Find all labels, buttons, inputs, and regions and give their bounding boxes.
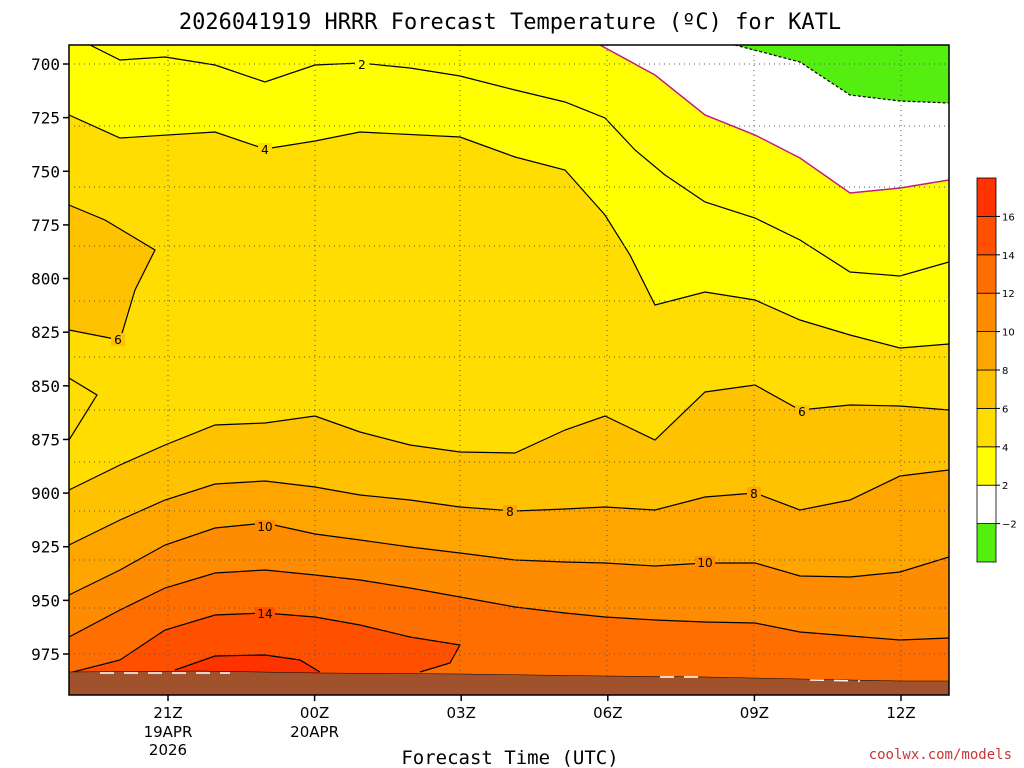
x-tick-date: 20APR <box>290 723 339 741</box>
contour-label-10-b: 10 <box>697 556 712 570</box>
colorbar-label: 4 <box>1002 443 1008 454</box>
contour-label-2: 2 <box>358 58 366 72</box>
grid-lines <box>69 45 949 695</box>
contour-label-10-a: 10 <box>257 520 272 534</box>
contour-line-4 <box>69 114 949 349</box>
x-tick-label: 21Z <box>153 704 182 722</box>
contour-line-minus2 <box>734 45 949 104</box>
colorbar-label: 10 <box>1002 328 1015 339</box>
contour-label-8-b: 8 <box>750 487 758 501</box>
colorbar-label: 8 <box>1002 366 1008 377</box>
ground-highlight <box>100 672 861 682</box>
credit-text: coolwx.com/models <box>869 747 1012 763</box>
contour-label-6: 6 <box>798 405 806 419</box>
plot-area <box>69 45 949 695</box>
x-tick-label: 00Z <box>300 704 329 722</box>
colorbar-label: 2 <box>1002 481 1008 492</box>
y-tick-label: 925 <box>31 538 60 557</box>
x-tick-label: 12Z <box>886 704 915 722</box>
band-6-8-left <box>69 205 155 340</box>
y-tick-label: 775 <box>31 216 60 235</box>
colorbar-swatch <box>976 484 997 525</box>
colorbar-swatch <box>976 446 997 486</box>
y-tick-label: 900 <box>31 484 60 503</box>
y-tick-label: 700 <box>31 55 60 74</box>
colorbar-label: 6 <box>1002 404 1008 415</box>
y-axis: 700 725 750 775 800 825 850 875 900 925 950 975 <box>31 55 69 664</box>
contour-line-12 <box>69 569 949 641</box>
y-tick-label: 875 <box>31 430 60 449</box>
colorbar-label: −2 <box>1002 520 1017 531</box>
x-tick-label: 06Z <box>593 704 622 722</box>
colorbar-label: 14 <box>1002 251 1015 262</box>
colorbar-label: 16 <box>1002 212 1015 223</box>
colorbar-swatch <box>976 369 997 409</box>
y-tick-label: 825 <box>31 323 60 342</box>
x-tick-label: 09Z <box>740 704 769 722</box>
x-tick-date: 19APR <box>144 723 193 741</box>
colorbar-swatch <box>976 177 997 217</box>
plot-frame <box>68 44 950 696</box>
colorbar-label: 12 <box>1002 289 1015 300</box>
contour-label-14: 14 <box>257 607 272 621</box>
ground-surface <box>69 670 949 695</box>
contour-line-2 <box>89 45 949 277</box>
contour-line-16 <box>174 654 321 673</box>
y-tick-label: 975 <box>31 645 60 664</box>
colorbar-swatch <box>976 331 997 371</box>
colorbar-swatch <box>976 292 997 333</box>
x-tick-label: 03Z <box>447 704 476 722</box>
freezing-lines <box>599 45 949 194</box>
contour-line-6-small <box>69 377 98 441</box>
colorbar-swatch <box>976 523 997 563</box>
y-tick-label: 950 <box>31 591 60 610</box>
contour-label-4: 4 <box>261 143 269 157</box>
colorbar: −2 2 4 6 8 10 12 14 16 <box>976 177 1017 563</box>
contour-labels: 2 4 6 6 8 8 10 10 14 <box>111 58 809 621</box>
colorbar-swatch <box>976 215 997 256</box>
y-tick-label: 850 <box>31 377 60 396</box>
y-tick-label: 750 <box>31 162 60 181</box>
y-tick-label: 725 <box>31 109 60 128</box>
contour-label-8-a: 8 <box>506 505 514 519</box>
band-below-minus2-green <box>735 45 949 103</box>
chart-title: 2026041919 HRRR Forecast Temperature (ºC… <box>179 10 841 35</box>
x-axis-label: Forecast Time (UTC) <box>401 747 618 768</box>
colorbar-swatch <box>976 407 997 448</box>
contour-line-14 <box>69 612 461 674</box>
contour-label-6-left: 6 <box>114 333 122 347</box>
contour-line-0-upper <box>599 45 949 194</box>
y-tick-label: 800 <box>31 270 60 289</box>
x-tick-year: 2026 <box>149 741 187 759</box>
colorbar-swatch <box>976 254 997 294</box>
